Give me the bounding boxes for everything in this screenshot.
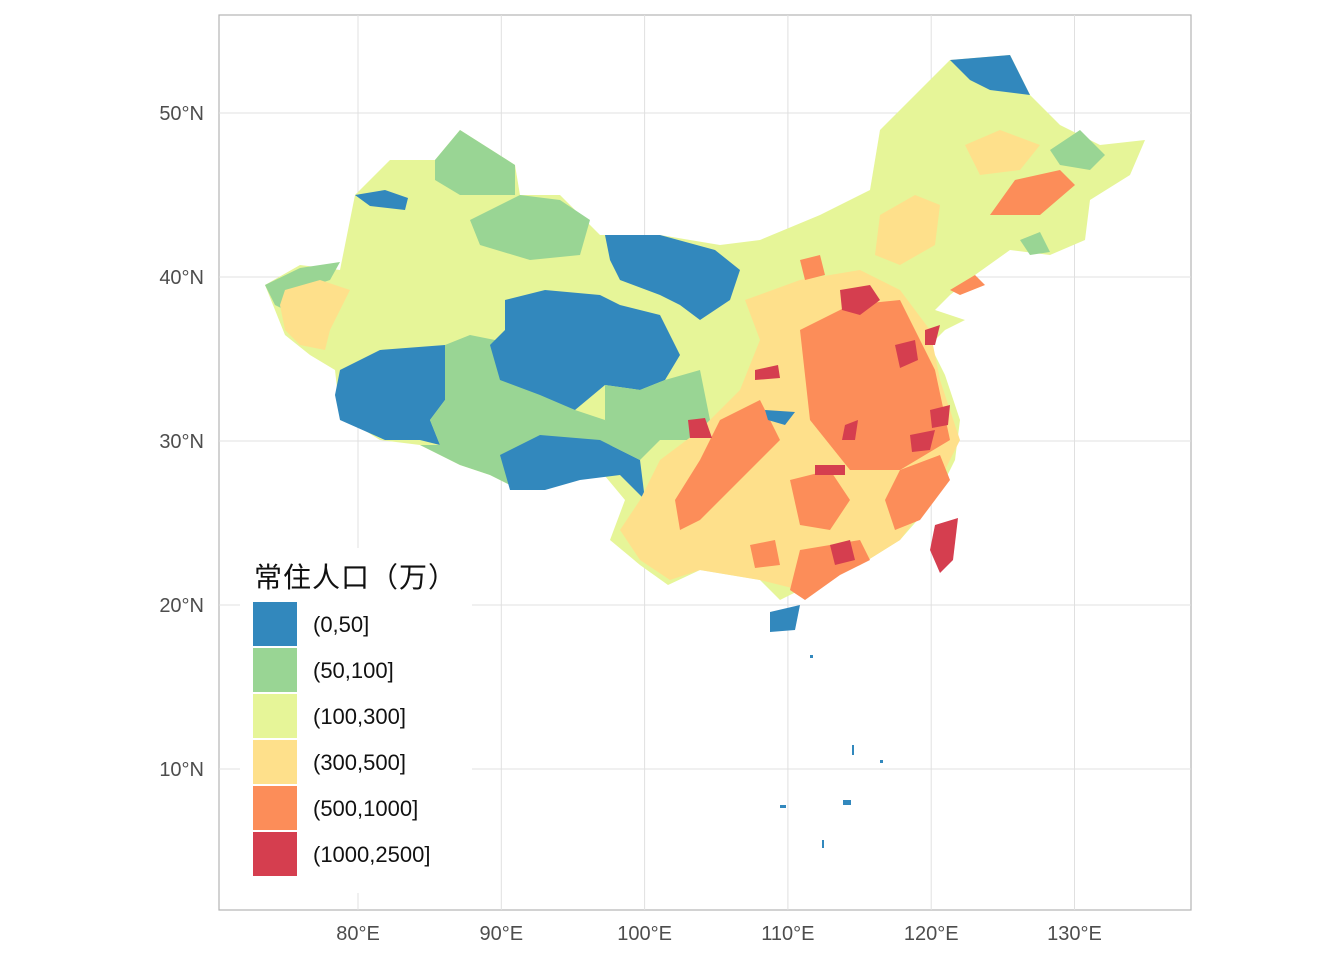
region-northeast-300-500 [965,130,1040,175]
region-red-9 [925,325,940,345]
china-map [265,55,1145,848]
region-north-300-500 [875,195,940,265]
region-shanghai-1000-2500 [930,405,950,428]
region-red-7 [830,540,855,565]
region-northeast-blue [950,55,1030,95]
y-tick-label: 40°N [159,267,204,289]
region-xinjiang-yellow [280,280,350,350]
x-tick-label: 100°E [617,923,672,945]
region-taiwan-1000-2500 [930,518,958,573]
y-tick-label: 50°N [159,103,204,125]
south-sea-islands [780,655,883,848]
region-beijing-1000-2500 [840,285,880,315]
axis-ticks: 80°E 90°E 100°E 110°E 120°E 130°E 50°N 40°N 30°N… [159,103,1102,945]
region-tibet-blue-south [500,435,645,500]
legend-label: (300,500] [313,750,406,775]
region-liaoning-500-1000 [950,275,985,295]
legend-key [253,740,297,784]
region-sichuan-west-green [605,370,710,460]
region-guangxi-500-1000 [750,540,780,568]
legend-label: (50,100] [313,658,394,683]
y-tick-label: 10°N [159,759,204,781]
legend-title: 常住人口（万） [254,561,458,594]
region-qinghai-blue [490,290,680,410]
region-hubei-blue [765,410,795,425]
region-hebei-500-1000 [800,255,825,280]
region-red-6 [815,465,845,475]
legend-key [253,602,297,646]
region-xinjiang-green-north [435,130,515,195]
region-xinjiang-green-east [470,195,590,260]
region-fujian-500-1000 [885,455,950,530]
region-red-8 [910,430,935,452]
legend-key [253,648,297,692]
legend-label: (100,300] [313,704,406,729]
x-tick-label: 90°E [480,923,524,945]
legend-label: (500,1000] [313,796,419,821]
region-northeast-green-2 [1020,232,1050,255]
region-red-10 [842,420,858,440]
y-tick-label: 20°N [159,595,204,617]
region-xinjiang-blue [355,190,408,210]
region-hainan-blue [770,605,800,632]
x-tick-label: 80°E [336,923,380,945]
region-chongqing-1000-2500 [688,418,712,438]
x-tick-label: 120°E [904,923,959,945]
legend-label: (1000,2500] [313,842,431,867]
region-red-4 [895,340,918,368]
region-northeast-500-1000 [990,170,1075,215]
x-tick-label: 130°E [1047,923,1102,945]
legend-label: (0,50] [313,612,370,637]
region-inner-mongolia-blue [605,235,740,320]
region-red-5 [755,365,780,380]
region-northeast-green [1050,130,1105,170]
x-tick-label: 110°E [761,923,814,945]
legend-key [253,694,297,738]
legend-key [253,786,297,830]
legend-key [253,832,297,876]
region-tibet-blue-west [335,345,445,445]
region-sichuan-500-1000 [675,400,780,530]
region-hunan-500-1000 [790,470,850,530]
legend: 常住人口（万） (0,50] (50,100] (100,300] (300,500]… [240,548,472,893]
y-tick-label: 30°N [159,431,204,453]
